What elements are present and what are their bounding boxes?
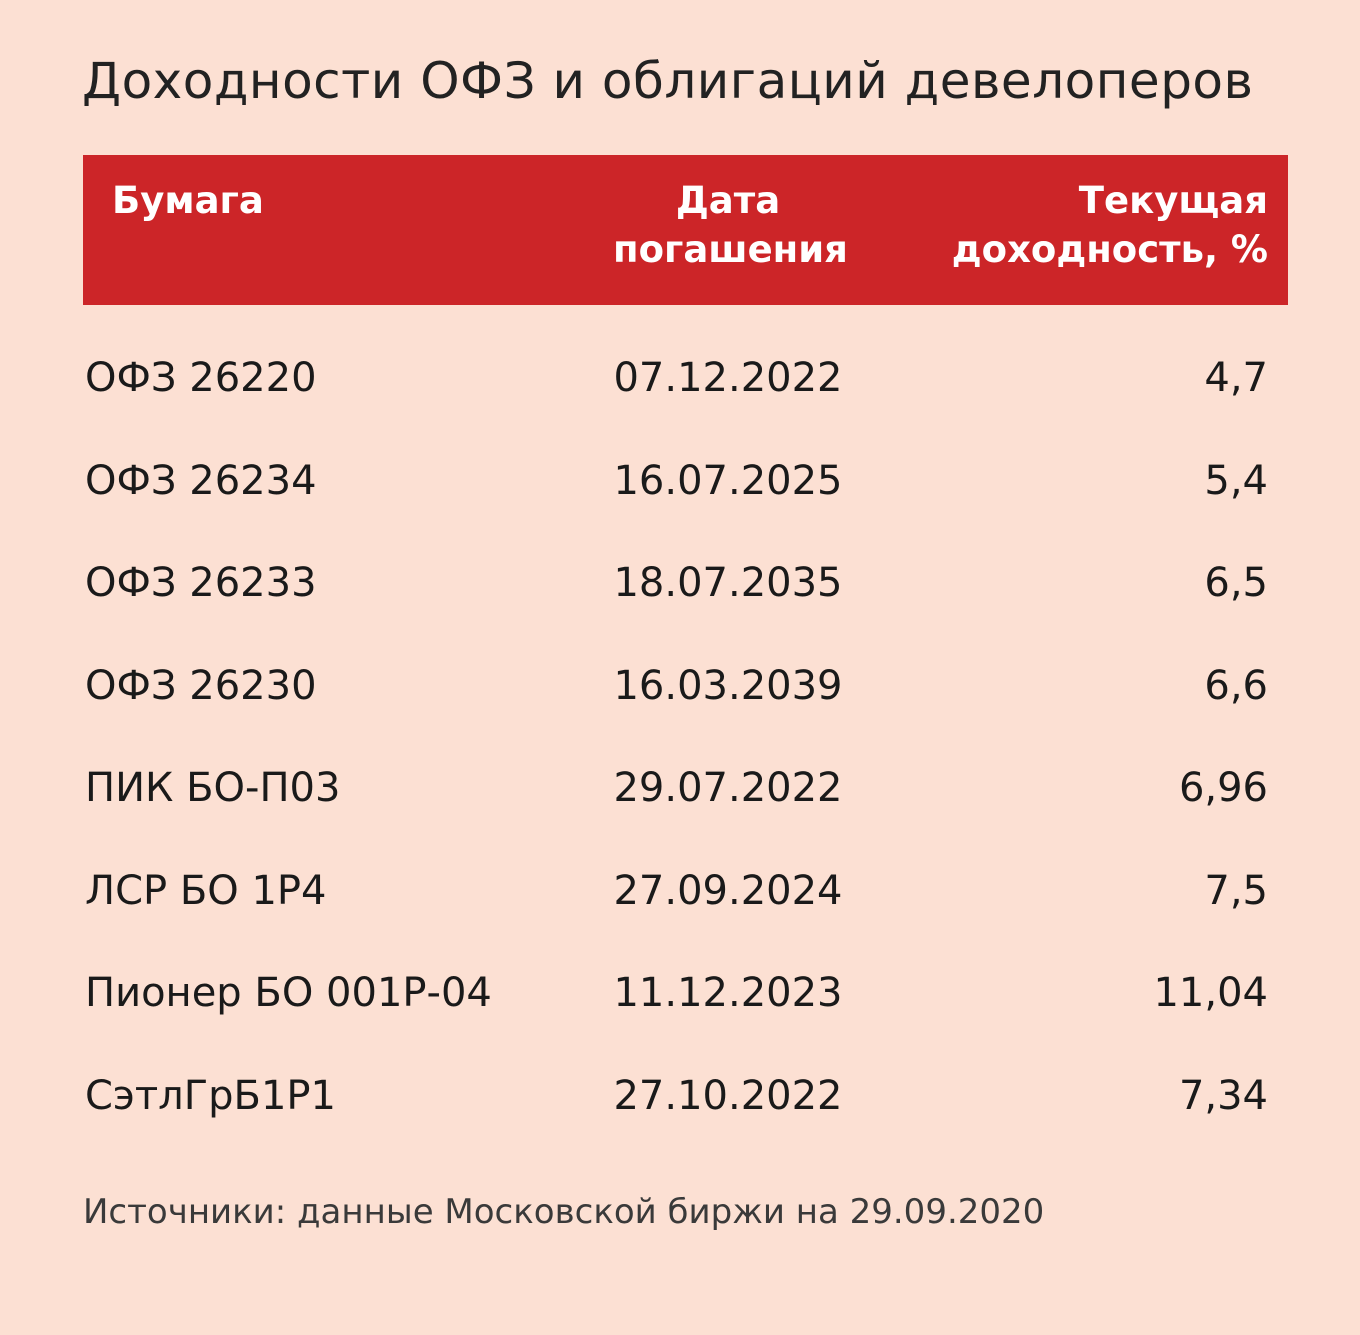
- table-row: Пионер БО 001Р-04 11.12.2023 11,04: [83, 942, 1288, 1045]
- column-header-maturity-date-line1: Дата: [675, 179, 781, 222]
- cell-maturity-date: 27.09.2024: [613, 867, 843, 914]
- cell-security: ОФЗ 26230: [85, 662, 317, 709]
- cell-current-yield: 11,04: [1153, 970, 1268, 1016]
- column-header-security: Бумага: [112, 179, 264, 222]
- cell-maturity-date: 11.12.2023: [613, 970, 843, 1016]
- table-row: ОФЗ 26230 16.03.2039 6,6: [83, 635, 1288, 738]
- table-row: ОФЗ 26220 07.12.2022 4,7: [83, 327, 1288, 430]
- cell-security: ОФЗ 26233: [85, 560, 317, 606]
- cell-security: ЛСР БО 1Р4: [85, 867, 327, 914]
- cell-maturity-date: 29.07.2022: [613, 765, 843, 811]
- column-header-current-yield-line1: Текущая: [1078, 179, 1268, 222]
- cell-current-yield: 6,6: [1204, 662, 1268, 709]
- source-note: Источники: данные Московской биржи на 29…: [83, 1192, 1045, 1232]
- cell-security: Пионер БО 001Р-04: [85, 970, 492, 1016]
- cell-current-yield: 7,34: [1178, 1072, 1268, 1119]
- cell-current-yield: 6,96: [1178, 765, 1268, 811]
- column-header-current-yield-line2: доходность, %: [951, 228, 1268, 271]
- cell-current-yield: 5,4: [1204, 457, 1268, 504]
- column-header-maturity-date-line2: погашения: [613, 228, 848, 271]
- cell-maturity-date: 16.07.2025: [613, 457, 843, 504]
- cell-security: ОФЗ 26220: [85, 355, 317, 401]
- table-header: Бумага Дата погашения Текущая доходность…: [83, 155, 1288, 305]
- cell-security: ПИК БО-П03: [85, 765, 341, 811]
- table-row: ОФЗ 26233 18.07.2035 6,5: [83, 532, 1288, 635]
- table-row: ОФЗ 26234 16.07.2025 5,4: [83, 430, 1288, 533]
- cell-current-yield: 7,5: [1204, 867, 1268, 914]
- cell-current-yield: 6,5: [1204, 560, 1268, 606]
- table-row: СэтлГрБ1Р1 27.10.2022 7,34: [83, 1045, 1288, 1148]
- cell-maturity-date: 16.03.2039: [613, 662, 843, 709]
- cell-current-yield: 4,7: [1204, 355, 1268, 401]
- table-row: ЛСР БО 1Р4 27.09.2024 7,5: [83, 840, 1288, 943]
- cell-maturity-date: 18.07.2035: [613, 560, 843, 606]
- table-body: ОФЗ 26220 07.12.2022 4,7 ОФЗ 26234 16.07…: [83, 327, 1288, 1147]
- table-row: ПИК БО-П03 29.07.2022 6,96: [83, 737, 1288, 840]
- cell-security: СэтлГрБ1Р1: [85, 1072, 336, 1119]
- cell-maturity-date: 27.10.2022: [613, 1072, 843, 1119]
- cell-maturity-date: 07.12.2022: [613, 355, 843, 401]
- page-title: Доходности ОФЗ и облигаций девелоперов: [82, 52, 1254, 110]
- column-header-maturity-date: Дата погашения: [613, 176, 848, 274]
- cell-security: ОФЗ 26234: [85, 457, 317, 504]
- column-header-current-yield: Текущая доходность, %: [928, 176, 1268, 274]
